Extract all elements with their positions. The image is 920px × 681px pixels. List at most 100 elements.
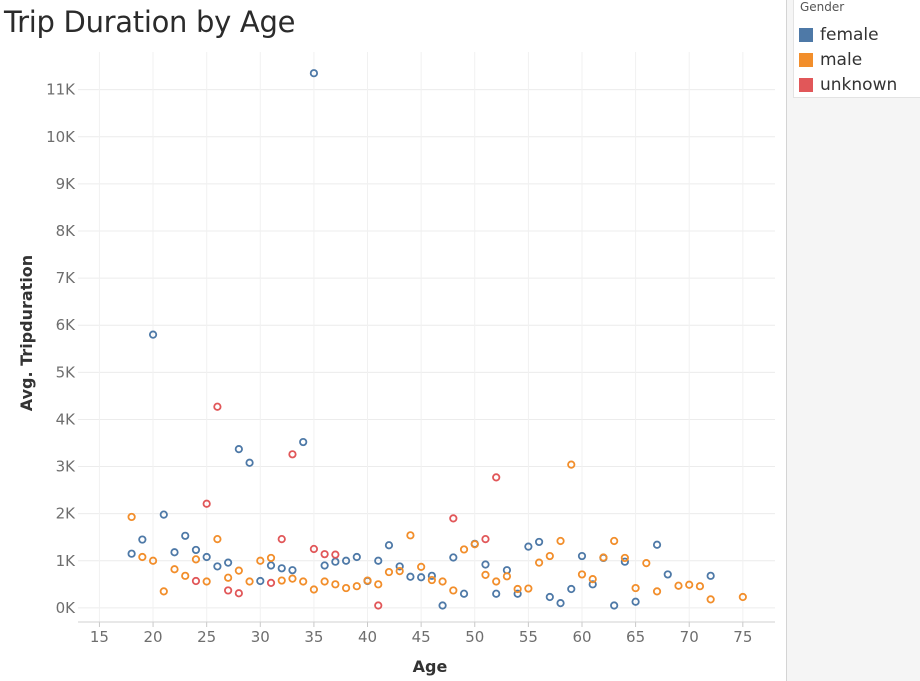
data-point-female[interactable] <box>352 552 361 562</box>
data-points[interactable] <box>127 69 747 610</box>
data-point-male[interactable] <box>620 553 629 563</box>
data-point-female[interactable] <box>202 552 211 562</box>
data-point-female[interactable] <box>610 601 619 610</box>
data-point-female[interactable] <box>556 599 565 608</box>
data-point-male[interactable] <box>320 577 329 586</box>
data-point-male[interactable] <box>695 582 705 591</box>
data-point-female[interactable] <box>234 445 243 454</box>
data-point-male[interactable] <box>567 460 576 469</box>
data-point-female[interactable] <box>181 531 190 540</box>
data-point-male[interactable] <box>181 571 190 580</box>
data-point-male[interactable] <box>277 576 286 585</box>
data-point-unknown[interactable] <box>288 450 297 459</box>
data-point-male[interactable] <box>502 572 512 581</box>
data-point-female[interactable] <box>652 540 662 549</box>
data-point-female[interactable] <box>213 562 222 571</box>
data-point-male[interactable] <box>406 531 415 540</box>
data-point-female[interactable] <box>288 566 297 575</box>
data-point-unknown[interactable] <box>277 534 286 544</box>
data-point-male[interactable] <box>599 553 608 562</box>
data-point-male[interactable] <box>642 559 651 568</box>
data-point-female[interactable] <box>534 537 544 547</box>
data-point-male[interactable] <box>588 575 597 584</box>
data-point-female[interactable] <box>127 549 136 558</box>
data-point-female[interactable] <box>406 572 415 581</box>
data-point-unknown[interactable] <box>266 578 276 588</box>
legend-item-female[interactable]: female <box>799 25 879 45</box>
data-point-male[interactable] <box>309 585 319 594</box>
data-point-male[interactable] <box>610 536 619 546</box>
data-point-male[interactable] <box>417 562 426 571</box>
data-point-female[interactable] <box>341 556 351 565</box>
data-point-female[interactable] <box>524 542 533 551</box>
data-point-female[interactable] <box>545 592 554 602</box>
data-point-male[interactable] <box>577 570 587 579</box>
data-point-unknown[interactable] <box>213 402 222 411</box>
data-point-male[interactable] <box>299 577 308 586</box>
data-point-female[interactable] <box>299 437 308 447</box>
data-point-male[interactable] <box>459 545 469 554</box>
data-point-female[interactable] <box>663 570 672 579</box>
data-point-female[interactable] <box>191 545 201 555</box>
data-point-male[interactable] <box>256 556 265 565</box>
data-point-unknown[interactable] <box>481 534 490 544</box>
data-point-male[interactable] <box>652 587 662 596</box>
data-point-female[interactable] <box>245 458 254 467</box>
data-point-male[interactable] <box>363 576 372 585</box>
data-point-male[interactable] <box>481 570 490 579</box>
legend-item-unknown[interactable]: unknown <box>799 75 897 95</box>
data-point-female[interactable] <box>331 557 340 566</box>
data-point-female[interactable] <box>384 541 394 550</box>
data-point-unknown[interactable] <box>234 589 243 598</box>
legend-item-male[interactable]: male <box>799 50 862 70</box>
data-point-male[interactable] <box>674 581 683 590</box>
data-point-unknown[interactable] <box>320 550 329 559</box>
data-point-male[interactable] <box>374 580 383 589</box>
data-point-female[interactable] <box>277 564 286 573</box>
data-point-female[interactable] <box>256 576 265 586</box>
data-point-male[interactable] <box>288 574 297 583</box>
data-point-female[interactable] <box>159 510 168 519</box>
data-point-male[interactable] <box>545 551 554 561</box>
data-point-female[interactable] <box>438 601 447 610</box>
data-point-unknown[interactable] <box>374 601 383 610</box>
data-point-male[interactable] <box>492 577 501 586</box>
data-point-male[interactable] <box>191 555 201 564</box>
data-point-unknown[interactable] <box>331 550 340 559</box>
data-point-male[interactable] <box>384 567 394 577</box>
data-point-female[interactable] <box>513 589 522 598</box>
data-point-female[interactable] <box>374 556 383 565</box>
data-point-male[interactable] <box>331 580 340 589</box>
data-point-unknown[interactable] <box>202 499 211 508</box>
data-point-female[interactable] <box>170 548 179 557</box>
data-point-female[interactable] <box>631 597 640 606</box>
data-point-unknown[interactable] <box>309 544 319 554</box>
data-point-unknown[interactable] <box>224 586 233 595</box>
data-point-male[interactable] <box>534 558 544 567</box>
data-point-female[interactable] <box>148 330 158 339</box>
data-point-unknown[interactable] <box>492 473 501 482</box>
data-point-male[interactable] <box>341 583 351 593</box>
data-point-male[interactable] <box>148 556 158 565</box>
data-point-male[interactable] <box>266 553 276 563</box>
data-point-male[interactable] <box>213 534 222 544</box>
data-point-female[interactable] <box>417 573 426 582</box>
data-point-female[interactable] <box>577 551 587 561</box>
data-point-male[interactable] <box>234 566 243 575</box>
data-point-female[interactable] <box>138 535 147 544</box>
data-point-male[interactable] <box>631 583 640 593</box>
data-point-female[interactable] <box>481 560 490 569</box>
data-point-female[interactable] <box>620 557 629 566</box>
data-point-female[interactable] <box>567 584 576 594</box>
data-point-male[interactable] <box>395 567 404 576</box>
data-point-male[interactable] <box>556 536 565 546</box>
data-point-female[interactable] <box>309 69 319 78</box>
data-point-male[interactable] <box>470 540 479 549</box>
data-point-male[interactable] <box>352 582 361 591</box>
data-point-female[interactable] <box>492 589 501 598</box>
data-point-male[interactable] <box>438 577 447 586</box>
data-point-female[interactable] <box>427 571 436 580</box>
data-point-male[interactable] <box>224 573 233 582</box>
data-point-male[interactable] <box>513 584 522 594</box>
data-point-female[interactable] <box>459 589 469 598</box>
